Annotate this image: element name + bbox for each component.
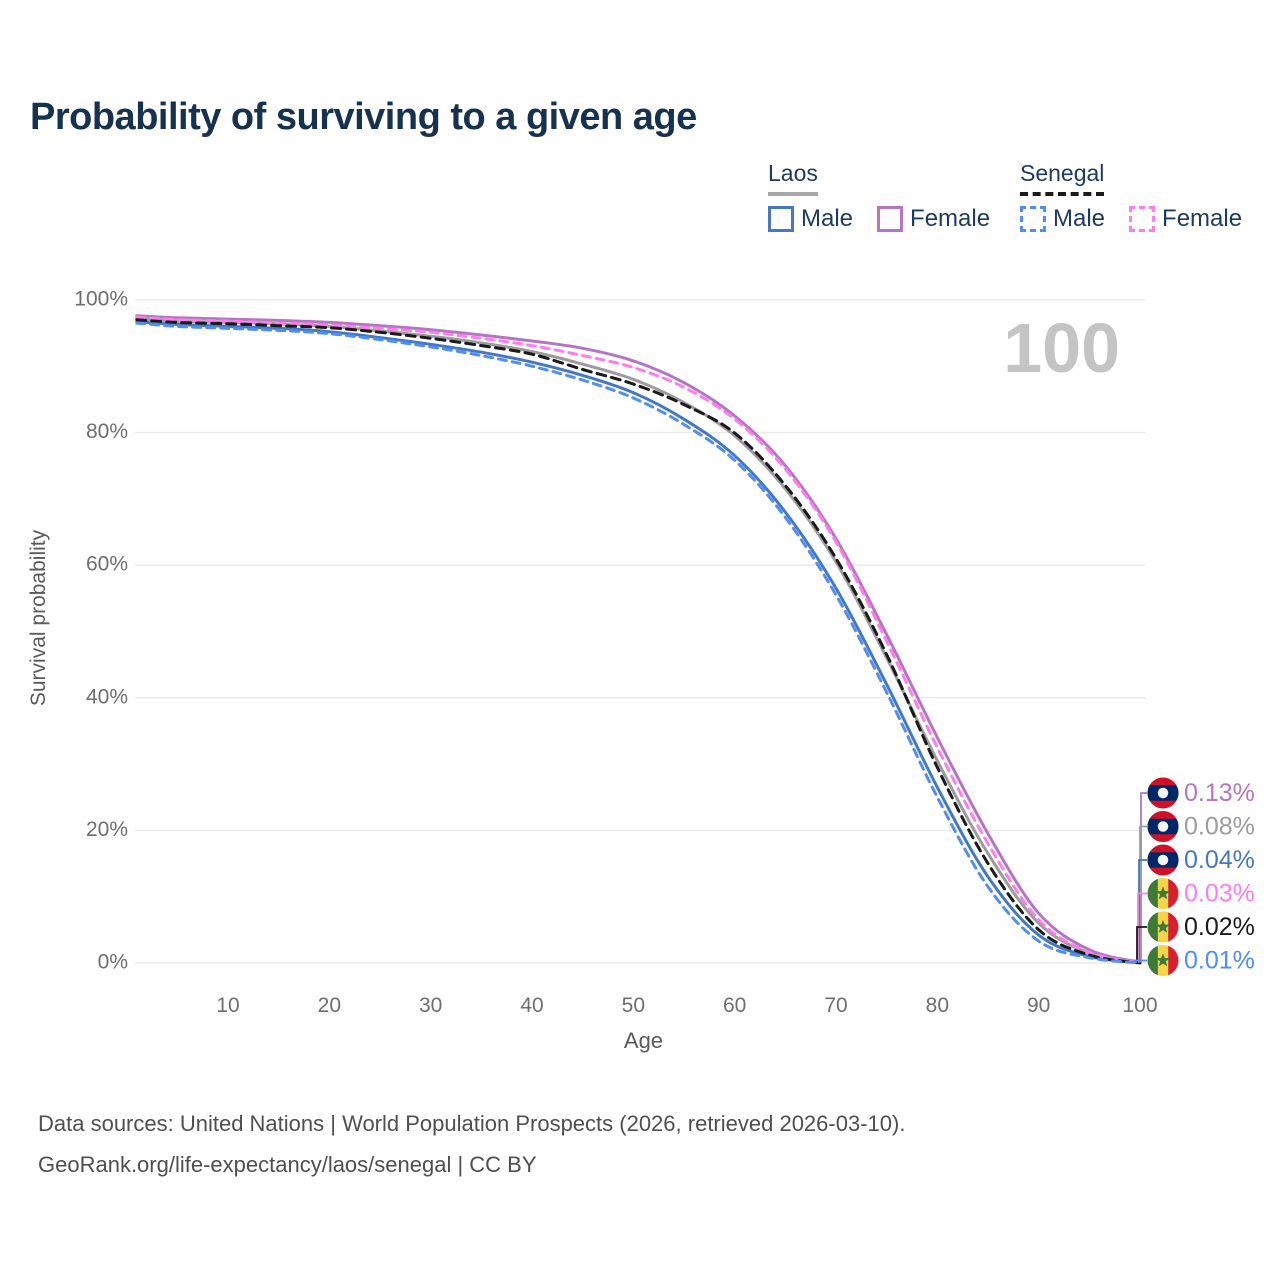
page-title: Probability of surviving to a given age [30, 96, 697, 138]
chart-footer: Data sources: United Nations | World Pop… [38, 1104, 905, 1185]
line-laos-female[interactable] [135, 314, 1142, 964]
y-tick-label: 40% [86, 685, 128, 708]
end-connector [1138, 859, 1147, 963]
end-connector [1136, 926, 1147, 963]
laos-flag-icon [1147, 777, 1179, 809]
y-tick-label: 80% [86, 420, 128, 443]
legend-country-senegal[interactable]: Senegal [1020, 160, 1105, 196]
end-value-label: 0.08% [1184, 813, 1255, 841]
data-sources-text: Data sources: United Nations | World Pop… [38, 1111, 906, 1136]
y-axis-title: Survival probability [27, 529, 50, 706]
x-tick-label: 100 [1122, 994, 1157, 1017]
x-tick-label: 80 [926, 994, 949, 1017]
legend-label-senegal-female[interactable]: Female [1162, 205, 1243, 232]
attribution-text: GeoRank.org/life-expectancy/laos/senegal… [38, 1151, 537, 1177]
y-tick-label: 100% [74, 287, 128, 310]
end-value-label: 0.13% [1184, 779, 1255, 807]
senegal-flag-icon [1147, 911, 1179, 943]
y-tick-label: 0% [98, 951, 128, 974]
end-connector [1137, 892, 1147, 963]
legend-label-laos-female[interactable]: Female [910, 205, 991, 232]
end-value-label: 0.01% [1184, 947, 1255, 975]
legend-swatch-senegal-female[interactable] [1129, 206, 1156, 232]
legend-label-senegal-male[interactable]: Male [1053, 205, 1106, 232]
y-tick-label: 20% [86, 818, 128, 841]
line-laos-male[interactable] [135, 320, 1142, 965]
x-tick-label: 20 [318, 994, 341, 1017]
line-senegal-both[interactable] [135, 318, 1142, 965]
line-senegal-male[interactable] [135, 321, 1142, 965]
y-tick-label: 60% [86, 553, 128, 576]
end-value-label: 0.02% [1184, 913, 1255, 941]
x-tick-label: 30 [419, 994, 442, 1017]
end-connector [1135, 959, 1147, 963]
legend-group-laos: Laos Male Female [768, 160, 1014, 233]
chart-legend: Laos Male Female Senegal Male Female [0, 160, 1280, 240]
legend-country-laos[interactable]: Laos [768, 160, 818, 196]
x-tick-label: 50 [622, 994, 645, 1017]
end-connector [1139, 825, 1147, 963]
line-senegal-female[interactable] [135, 315, 1142, 965]
legend-swatch-laos-female[interactable] [877, 206, 904, 232]
legend-swatch-senegal-male[interactable] [1020, 206, 1046, 232]
end-value-label: 0.04% [1184, 846, 1255, 874]
end-connector [1140, 792, 1147, 963]
x-tick-label: 60 [723, 994, 746, 1017]
line-laos-both[interactable] [135, 317, 1142, 964]
x-tick-label: 10 [216, 994, 239, 1017]
x-axis-title: Age [624, 1028, 663, 1053]
age-watermark: 100 [1003, 309, 1120, 387]
legend-label-laos-male[interactable]: Male [801, 205, 854, 232]
legend-swatch-laos-male[interactable] [768, 206, 794, 232]
senegal-flag-icon [1147, 945, 1179, 976]
end-value-label: 0.03% [1184, 880, 1255, 908]
x-tick-label: 70 [824, 994, 847, 1017]
x-tick-label: 90 [1027, 994, 1050, 1017]
legend-group-senegal: Senegal Male Female [1020, 160, 1266, 233]
laos-flag-icon [1147, 844, 1179, 876]
laos-flag-icon [1147, 811, 1179, 842]
senegal-flag-icon [1147, 878, 1179, 909]
x-tick-label: 40 [520, 994, 543, 1017]
